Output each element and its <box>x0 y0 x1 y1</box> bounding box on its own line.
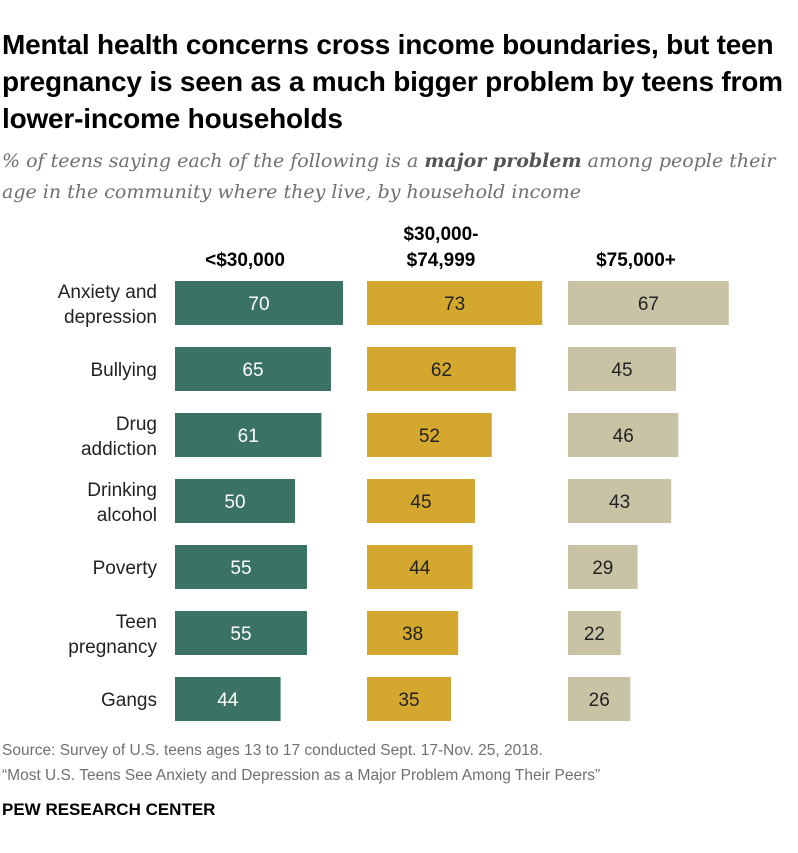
chart-subtitle: % of teens saying each of the following … <box>2 146 792 208</box>
bar <box>175 347 331 391</box>
data-label: 50 <box>224 492 245 513</box>
category-label: Teen pregnancy <box>68 612 157 658</box>
bar <box>175 479 295 523</box>
data-label: 70 <box>248 294 269 315</box>
data-label: 46 <box>613 426 634 447</box>
category-label: Bullying <box>90 360 157 381</box>
bar <box>568 347 676 391</box>
category-label: Gangs <box>101 690 157 711</box>
bar <box>175 545 307 589</box>
bar <box>367 479 475 523</box>
series-header-line: $74,999 <box>407 250 476 271</box>
series-header: <$30,000 <box>205 250 285 271</box>
bar <box>175 281 343 325</box>
category-label-line: Drinking <box>87 480 157 501</box>
category-label-line: Teen <box>116 612 157 633</box>
category-label-line: addiction <box>81 439 157 460</box>
bar <box>367 545 473 589</box>
data-label: 44 <box>409 558 431 579</box>
data-label: 22 <box>584 624 605 645</box>
data-label: 61 <box>238 426 259 447</box>
data-label: 67 <box>638 294 659 315</box>
data-label: 55 <box>230 558 251 579</box>
bar <box>367 347 516 391</box>
subtitle-text-post: among people their age in the community … <box>2 150 776 203</box>
chart-title: Mental health concerns cross income boun… <box>2 29 783 134</box>
data-label: 38 <box>402 624 423 645</box>
bar <box>568 413 679 457</box>
bar-chart: <$30,000 $30,000- $74,999 $75,000+ Anxiety a… <box>58 224 729 721</box>
bar <box>568 281 729 325</box>
bar <box>175 677 281 721</box>
data-label: 45 <box>611 360 632 381</box>
bar <box>568 479 672 523</box>
bar <box>568 677 631 721</box>
data-label: 73 <box>444 294 465 315</box>
bar <box>367 413 492 457</box>
bar <box>568 545 638 589</box>
bar <box>175 413 322 457</box>
bar <box>367 281 543 325</box>
data-label: 44 <box>217 690 239 711</box>
data-label: 52 <box>419 426 440 447</box>
series-header: $75,000+ <box>596 250 676 271</box>
data-label: 29 <box>592 558 613 579</box>
data-label: 45 <box>410 492 431 513</box>
data-label: 35 <box>398 690 419 711</box>
category-label-line: depression <box>64 307 157 328</box>
bar <box>568 611 621 655</box>
data-label: 65 <box>242 360 263 381</box>
source-note: Source: Survey of U.S. teens ages 13 to … <box>2 738 792 788</box>
bar <box>367 611 459 655</box>
category-label-line: alcohol <box>97 505 157 526</box>
category-label: Drinking alcohol <box>87 480 157 526</box>
subtitle-text-pre: % of teens saying each of the following … <box>2 150 425 172</box>
data-label: 43 <box>609 492 630 513</box>
category-label-line: Poverty <box>93 558 158 579</box>
data-label: 55 <box>230 624 251 645</box>
series-header: $30,000- $74,999 <box>403 224 478 271</box>
category-label: Anxiety and depression <box>58 282 157 328</box>
category-label-line: Drug <box>116 414 157 435</box>
data-label: 26 <box>589 690 610 711</box>
category-label-line: Anxiety and <box>58 282 157 303</box>
series-header-line: $75,000+ <box>596 250 676 271</box>
subtitle-emphasis: major problem <box>424 150 582 172</box>
organization-credit: PEW RESEARCH CENTER <box>2 800 216 819</box>
category-label: Poverty <box>93 558 158 579</box>
category-label-line: pregnancy <box>68 637 157 658</box>
series-header-line: $30,000- <box>403 224 478 245</box>
category-label-line: Gangs <box>101 690 157 711</box>
bar <box>175 611 307 655</box>
bar <box>367 677 451 721</box>
data-label: 62 <box>431 360 452 381</box>
source-line-1: Source: Survey of U.S. teens ages 13 to … <box>2 742 543 759</box>
source-line-2: “Most U.S. Teens See Anxiety and Depress… <box>2 767 601 784</box>
category-label: Drug addiction <box>81 414 157 460</box>
series-header-line: <$30,000 <box>205 250 285 271</box>
category-label-line: Bullying <box>90 360 157 381</box>
